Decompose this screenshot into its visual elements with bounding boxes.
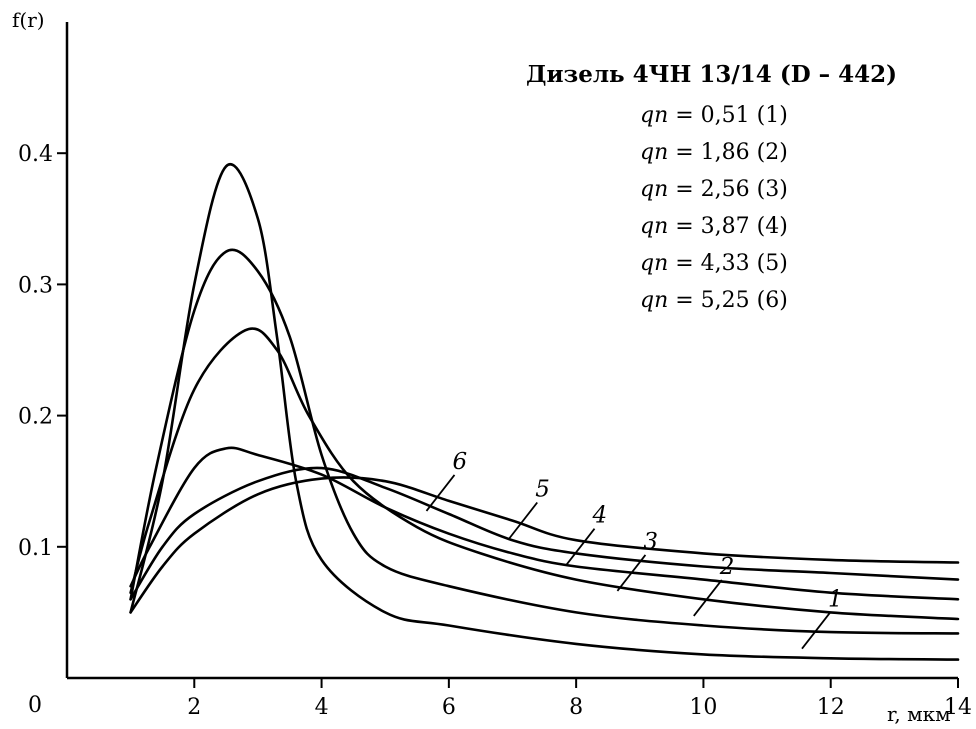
curve-label-2: 2 <box>719 554 735 580</box>
legend-symbol: qп <box>640 140 668 165</box>
x-axis-label: r, мкм <box>887 702 951 726</box>
curve-label-4: 4 <box>592 503 608 529</box>
series-line-4 <box>129 446 960 601</box>
x-tick-label: 8 <box>569 695 583 720</box>
ticks <box>57 152 959 688</box>
curve-labels: 6 5 4 3 2 1 <box>452 449 842 613</box>
curve-label-6: 6 <box>452 449 467 475</box>
origin-label: 0 <box>28 693 42 718</box>
y-tick-label: 0.3 <box>18 273 53 298</box>
series-line-6 <box>129 476 960 614</box>
curve-label-5: 5 <box>535 476 550 502</box>
y-tick-label: 0.1 <box>18 536 53 561</box>
legend-symbol: qп <box>640 177 668 202</box>
leader-line-2 <box>693 579 723 617</box>
legend-entry: qп = 0,51 (1) <box>640 103 788 128</box>
legend-value: = 4,33 (5) <box>668 251 788 276</box>
legend-symbol: qп <box>640 288 668 313</box>
x-tick-label: 10 <box>689 695 717 720</box>
legend-symbol: qп <box>640 214 668 239</box>
legend: Дизель 4ЧН 13/14 (D – 442) qп = 0,51 (1)… <box>526 61 897 313</box>
legend-symbol: qп <box>640 103 668 128</box>
curve-label-1: 1 <box>828 587 843 613</box>
leader-line-3 <box>616 554 647 592</box>
x-tick-label: 4 <box>315 695 329 720</box>
legend-value: = 0,51 (1) <box>668 103 788 128</box>
legend-entry: qп = 2,56 (3) <box>640 177 788 202</box>
legend-entry: qп = 1,86 (2) <box>640 140 788 165</box>
x-tick-label: 12 <box>817 695 845 720</box>
chart-title: Дизель 4ЧН 13/14 (D – 442) <box>526 61 897 88</box>
legend-value: = 5,25 (6) <box>668 288 788 313</box>
series-line-1 <box>129 163 960 661</box>
series-line-2 <box>129 248 960 635</box>
leader-line-4 <box>565 528 596 566</box>
legend-value: = 2,56 (3) <box>668 177 788 202</box>
legend-entries: qп = 0,51 (1)qп = 1,86 (2)qп = 2,56 (3)q… <box>640 103 788 313</box>
leader-line-1 <box>801 612 831 650</box>
legend-value: = 3,87 (4) <box>668 214 788 239</box>
x-tick-label: 2 <box>187 695 201 720</box>
y-axis-label: f(r) <box>12 8 45 32</box>
leader-line-6 <box>425 474 456 512</box>
curve-label-leaders <box>425 474 831 650</box>
curve-label-3: 3 <box>643 529 658 555</box>
series-line-5 <box>129 466 960 601</box>
y-tick-label: 0.2 <box>18 405 53 430</box>
x-tick-label: 6 <box>442 695 456 720</box>
x-tick-label: 14 <box>944 695 972 720</box>
curves <box>129 163 960 661</box>
leader-line-5 <box>508 501 538 540</box>
axes <box>65 22 958 680</box>
legend-entry: qп = 3,87 (4) <box>640 214 788 239</box>
tick-labels: 2 4 6 8 10 12 140.10.20.30.4 <box>18 142 972 720</box>
legend-entry: qп = 4,33 (5) <box>640 251 788 276</box>
legend-entry: qп = 5,25 (6) <box>640 288 788 313</box>
legend-value: = 1,86 (2) <box>668 140 788 165</box>
legend-symbol: qп <box>640 251 668 276</box>
y-tick-label: 0.4 <box>18 142 53 167</box>
series-line-3 <box>129 327 960 621</box>
